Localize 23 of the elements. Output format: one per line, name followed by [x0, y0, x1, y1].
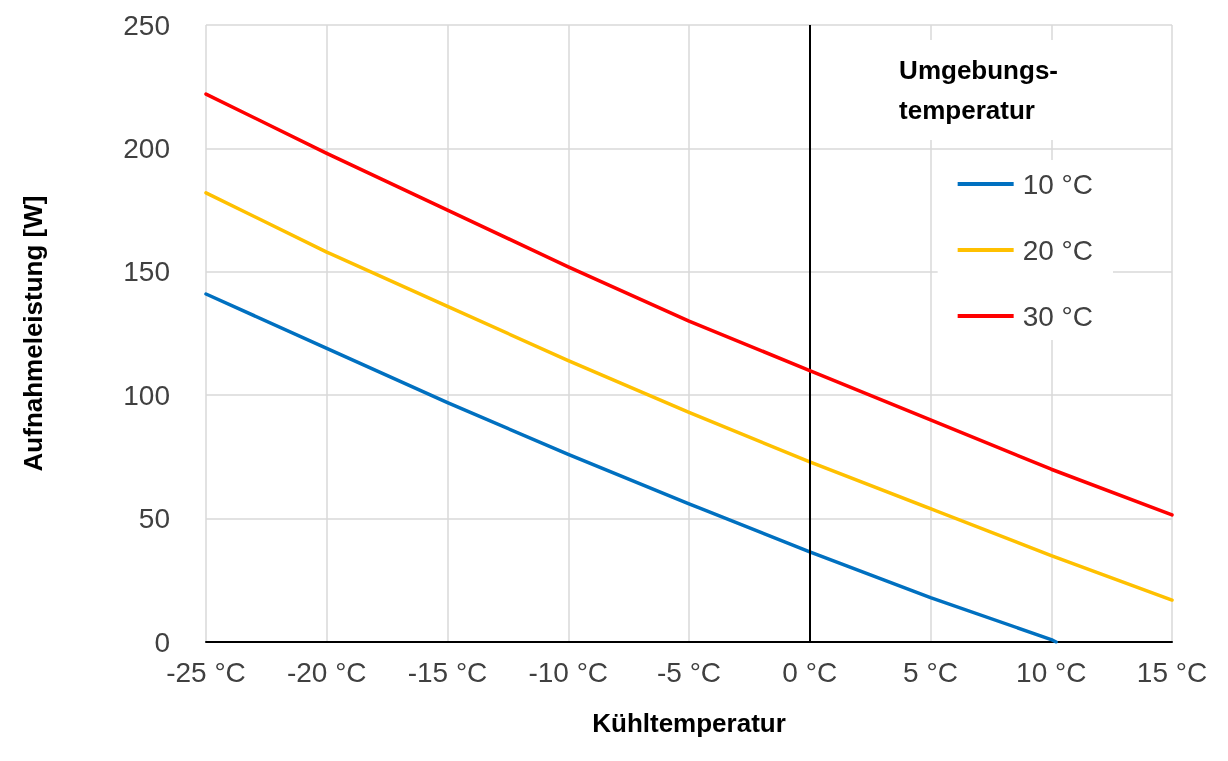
y-tick-label: 100 — [123, 379, 170, 411]
legend-label: 20 °C — [1022, 234, 1093, 266]
x-tick-label: -20 °C — [286, 656, 367, 688]
x-tick-label: -5 °C — [656, 656, 722, 688]
x-tick-label: -15 °C — [407, 656, 488, 688]
line-series — [204, 92, 1174, 517]
x-tick-label: 0 °C — [782, 656, 838, 688]
x-tick-label: 15 °C — [1136, 656, 1208, 688]
legend-title: Umgebungs- temperatur — [899, 55, 1059, 125]
y-tick-label: 50 — [138, 503, 170, 535]
x-tick-label: -10 °C — [528, 656, 609, 688]
x-tick-label: 10 °C — [1016, 656, 1087, 688]
x-tick-label: 5 °C — [903, 656, 958, 688]
y-tick-label: 250 — [123, 9, 170, 41]
y-tick-label: 200 — [123, 132, 170, 164]
legend-label: 30 °C — [1022, 300, 1093, 332]
x-tick-label: -25 °C — [166, 656, 246, 688]
y-axis-title: Aufnahmeleistung [W] — [18, 195, 48, 472]
y-tick-label: 0 — [154, 626, 170, 658]
y-tick-label: 150 — [123, 256, 170, 288]
x-axis-title: Kühltemperatur — [592, 708, 786, 738]
legend-label: 10 °C — [1022, 168, 1093, 200]
line-series — [204, 292, 1058, 644]
